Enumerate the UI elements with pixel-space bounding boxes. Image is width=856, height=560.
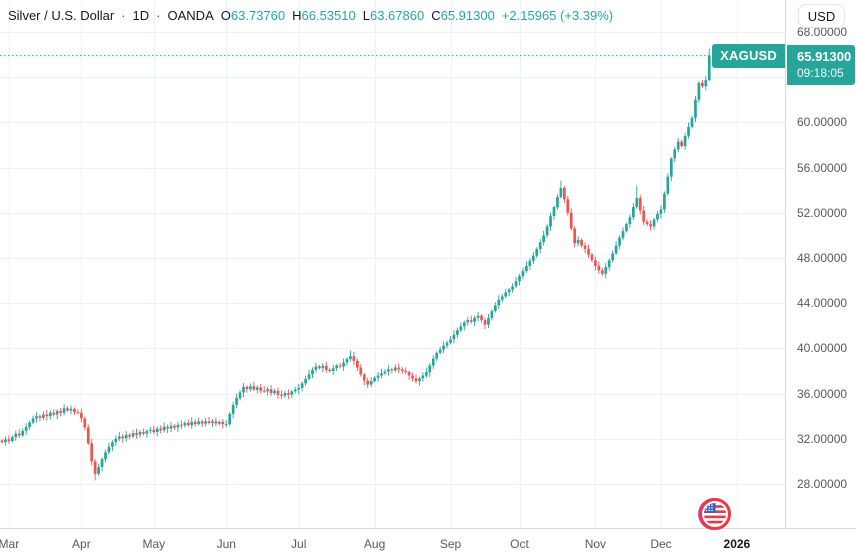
symbol-header: Silver / U.S. Dollar · 1D · OANDA O63.73… bbox=[8, 6, 613, 24]
month-tick-label: Jun bbox=[216, 537, 236, 551]
price-tick-label: 36.00000 bbox=[797, 386, 848, 401]
ohlc-high: H66.53510 bbox=[292, 7, 356, 23]
exchange-label[interactable]: OANDA bbox=[167, 7, 214, 23]
price-tick-label: 32.00000 bbox=[797, 431, 848, 446]
symbol-title[interactable]: Silver / U.S. Dollar bbox=[8, 7, 115, 23]
change-label: +2.15965 (+3.39%) bbox=[501, 7, 614, 23]
separator-dot: · bbox=[156, 7, 161, 23]
last-price-symbol-label: XAGUSD bbox=[712, 44, 785, 68]
candlestick-chart-pane[interactable]: Silver / U.S. Dollar · 1D · OANDA O63.73… bbox=[0, 0, 785, 530]
month-tick-label: Oct bbox=[510, 537, 529, 551]
last-price-value: 65.91300 bbox=[797, 49, 852, 64]
month-tick-label: Apr bbox=[72, 537, 91, 551]
price-tick-label: 28.00000 bbox=[797, 477, 848, 491]
ohlc-open: O63.73760 bbox=[220, 7, 286, 23]
month-tick-label: Sep bbox=[439, 537, 462, 551]
price-axis[interactable]: USD 65.91300 09:18:05 68.0000064.0000060… bbox=[785, 0, 856, 528]
separator-dot: · bbox=[121, 7, 126, 23]
ohlc-low: L63.67860 bbox=[362, 7, 425, 23]
interval-label[interactable]: 1D bbox=[132, 7, 150, 23]
price-tick-label: 60.00000 bbox=[797, 115, 848, 130]
month-tick-label: May bbox=[142, 537, 166, 551]
price-tick-label: 52.00000 bbox=[797, 205, 848, 220]
last-price-box: 65.91300 09:18:05 bbox=[787, 45, 855, 85]
us-flag-icon bbox=[697, 496, 733, 537]
price-tick-label: 44.00000 bbox=[797, 296, 848, 311]
price-tick-label: 40.00000 bbox=[797, 341, 848, 356]
price-tick-label: 48.00000 bbox=[797, 251, 848, 265]
chart-canvas[interactable] bbox=[0, 0, 785, 528]
price-tick-label: 56.00000 bbox=[797, 160, 848, 175]
year-tick-label: 2026 bbox=[723, 537, 751, 551]
month-tick-label: Dec bbox=[650, 537, 672, 551]
month-tick-label: Nov bbox=[584, 537, 607, 551]
time-axis[interactable]: Mar Apr May Jun Jul Aug Sep Oct Nov Dec 2026 bbox=[0, 528, 856, 560]
month-tick-label: Mar bbox=[0, 537, 20, 551]
currency-toggle-button[interactable]: USD bbox=[798, 4, 845, 28]
month-tick-label: Jul bbox=[291, 537, 307, 551]
ohlc-close: C65.91300 bbox=[431, 7, 495, 23]
bar-countdown: 09:18:05 bbox=[797, 66, 844, 80]
month-tick-label: Aug bbox=[363, 537, 386, 551]
price-tick-label: 68.00000 bbox=[797, 25, 848, 39]
